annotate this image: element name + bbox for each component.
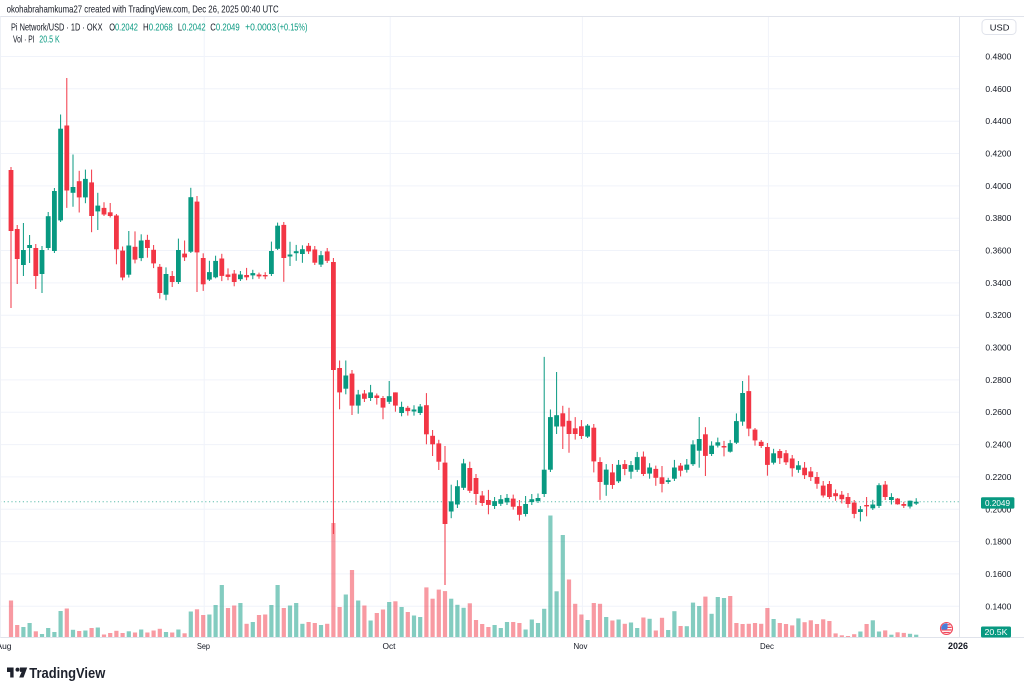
svg-text:Oct: Oct xyxy=(383,641,397,651)
svg-text:0.2200: 0.2200 xyxy=(985,472,1011,482)
svg-text:Nov: Nov xyxy=(574,641,589,651)
svg-text:0.3400: 0.3400 xyxy=(985,278,1011,288)
svg-text:0.3600: 0.3600 xyxy=(985,246,1011,256)
svg-text:Dec: Dec xyxy=(760,641,775,651)
svg-text:okohabrahamkuma27 created with: okohabrahamkuma27 created with TradingVi… xyxy=(7,4,279,16)
svg-text:Pi Network/USD · 1D · OKX: Pi Network/USD · 1D · OKX xyxy=(11,23,103,34)
svg-text:0.2000: 0.2000 xyxy=(985,504,1011,514)
svg-text:O0.2042: O0.2042 xyxy=(109,23,138,34)
svg-text:20.5K: 20.5K xyxy=(985,627,1008,637)
svg-text:+0.0003: +0.0003 xyxy=(245,23,277,34)
svg-text:H0.2068: H0.2068 xyxy=(143,23,173,34)
svg-text:0.2600: 0.2600 xyxy=(985,407,1011,417)
svg-text:0.4800: 0.4800 xyxy=(985,52,1011,62)
svg-text:Aug: Aug xyxy=(0,641,12,651)
svg-text:USD: USD xyxy=(990,23,1010,33)
svg-text:0.1600: 0.1600 xyxy=(985,569,1011,579)
svg-text:0.1800: 0.1800 xyxy=(985,537,1011,547)
svg-text:0.2049: 0.2049 xyxy=(985,498,1010,508)
svg-text:0.2800: 0.2800 xyxy=(985,375,1011,385)
svg-text:L0.2042: L0.2042 xyxy=(178,23,206,34)
svg-text:C0.2049: C0.2049 xyxy=(210,23,240,34)
svg-text:Sep: Sep xyxy=(197,641,210,651)
svg-text:0.1400: 0.1400 xyxy=(985,601,1011,611)
svg-text:0.4400: 0.4400 xyxy=(985,116,1011,126)
svg-text:(+0.15%): (+0.15%) xyxy=(277,23,307,34)
svg-text:0.3000: 0.3000 xyxy=(985,343,1011,353)
svg-text:0.3200: 0.3200 xyxy=(985,310,1011,320)
svg-text:0.3800: 0.3800 xyxy=(985,213,1011,223)
svg-text:0.4000: 0.4000 xyxy=(985,181,1011,191)
svg-text:0.4600: 0.4600 xyxy=(985,84,1011,94)
svg-text:0.4200: 0.4200 xyxy=(985,149,1011,159)
svg-text:20.5 K: 20.5 K xyxy=(39,35,60,46)
svg-text:0.2400: 0.2400 xyxy=(985,440,1011,450)
svg-text:2026: 2026 xyxy=(948,641,968,651)
svg-text:Vol · PI: Vol · PI xyxy=(13,35,35,46)
svg-text:TradingView: TradingView xyxy=(29,665,105,682)
